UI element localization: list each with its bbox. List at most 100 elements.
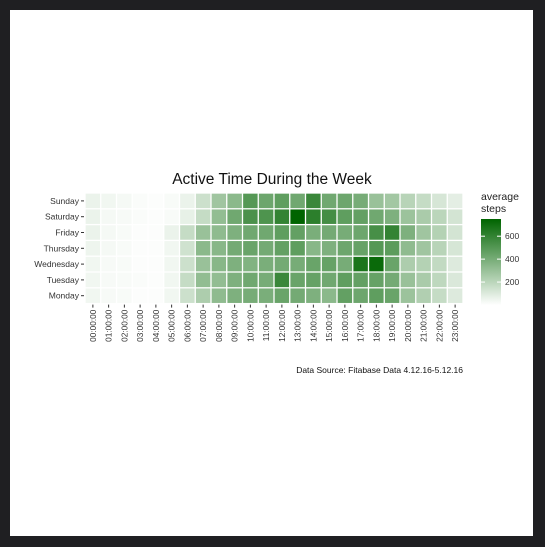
heatmap-cell-thursday-2 [117,241,132,256]
heatmap-cell-friday-4 [148,225,164,240]
heatmap-cell-thursday-5 [164,241,179,256]
heatmap-cell-friday-22 [432,225,447,240]
heatmap-cell-tuesday-20 [400,272,416,288]
heatmap-cell-tuesday-9 [227,272,242,288]
heatmap-cell-monday-5 [164,288,179,303]
heatmap-cell-sunday-11 [258,193,274,209]
heatmap-cell-sunday-22 [432,193,447,209]
heatmap-cell-friday-8 [211,225,227,240]
heatmap-cell-thursday-22 [432,241,447,256]
heatmap-cell-sunday-4 [148,193,164,209]
heatmap-cell-tuesday-7 [195,272,211,288]
y-tick-label-wednesday: Wednesday [34,259,79,269]
heatmap-cell-friday-17 [353,225,368,240]
heatmap-cell-wednesday-17 [353,256,368,272]
heatmap-cell-sunday-1 [101,193,116,209]
heatmap-cell-thursday-17 [353,241,368,256]
heatmap-cell-sunday-19 [384,193,400,209]
heatmap-cell-monday-11 [258,288,274,303]
heatmap-cell-friday-11 [258,225,274,240]
heatmap-cell-tuesday-18 [369,272,384,288]
heatmap-cell-thursday-6 [180,241,195,256]
x-tick-label-9: 09:00:00 [230,309,240,342]
legend-title-line-1: average [481,191,519,203]
heatmap-cell-tuesday-11 [258,272,274,288]
heatmap-cell-wednesday-12 [274,256,290,272]
heatmap-cell-tuesday-10 [243,272,258,288]
heatmap-cell-wednesday-7 [195,256,211,272]
heatmap-cell-tuesday-5 [164,272,179,288]
x-tick-label-21: 21:00:00 [419,309,429,342]
heatmap-cell-sunday-10 [243,193,258,209]
chart-title: Active Time During the Week [172,171,372,188]
heatmap-cell-saturday-13 [290,209,305,224]
legend-ticks: 200 400 600 [481,231,519,287]
heatmap-cell-wednesday-5 [164,256,179,272]
x-tick-label-2: 02:00:00 [119,309,129,342]
heatmap-cell-monday-20 [400,288,416,303]
heatmap-cell-friday-7 [195,225,211,240]
heatmap-cell-wednesday-6 [180,256,195,272]
x-tick-label-18: 18:00:00 [371,309,381,342]
heatmap-cell-thursday-14 [306,241,321,256]
heatmap-cell-friday-12 [274,225,290,240]
heatmap-cell-monday-10 [243,288,258,303]
heatmap-cell-saturday-14 [306,209,321,224]
heatmap-cell-monday-7 [195,288,211,303]
heatmap-cell-friday-6 [180,225,195,240]
heatmap-cell-saturday-11 [258,209,274,224]
y-tick-label-saturday: Saturday [45,212,80,222]
heatmap-cell-tuesday-13 [290,272,305,288]
heatmap-cell-monday-3 [132,288,148,303]
heatmap-cell-friday-1 [101,225,116,240]
heatmap-cell-wednesday-14 [306,256,321,272]
x-tick-label-11: 11:00:00 [261,309,271,341]
heatmap-cell-monday-8 [211,288,227,303]
heatmap-cell-saturday-21 [416,209,431,224]
heatmap-cell-wednesday-3 [132,256,148,272]
chart-panel: Active Time During the Week Sunday Saturd… [10,10,533,536]
heatmap-cell-sunday-18 [369,193,384,209]
heatmap-cell-sunday-12 [274,193,290,209]
heatmap-cell-sunday-23 [447,193,463,209]
heatmap-cell-tuesday-8 [211,272,227,288]
legend-tick-label-400: 400 [505,254,519,264]
heatmap-cell-monday-15 [321,288,337,303]
heatmap-cell-wednesday-9 [227,256,242,272]
heatmap-cell-saturday-7 [195,209,211,224]
heatmap-cell-wednesday-20 [400,256,416,272]
heatmap-cell-monday-4 [148,288,164,303]
heatmap-cell-friday-16 [337,225,353,240]
heatmap-cell-wednesday-1 [101,256,116,272]
heatmap-cell-monday-22 [432,288,447,303]
x-tick-label-19: 19:00:00 [387,309,397,342]
heatmap-cell-saturday-9 [227,209,242,224]
heatmap-cell-wednesday-23 [447,256,463,272]
heatmap-cell-friday-18 [369,225,384,240]
heatmap-cell-monday-16 [337,288,353,303]
heatmap-cell-wednesday-10 [243,256,258,272]
heatmap-cell-sunday-3 [132,193,148,209]
heatmap-cells [85,193,463,303]
heatmap-cell-thursday-11 [258,241,274,256]
x-tick-label-4: 04:00:00 [151,309,161,342]
heatmap-cell-wednesday-22 [432,256,447,272]
x-tick-label-6: 06:00:00 [182,309,192,342]
y-tick-label-thursday: Thursday [44,243,80,253]
heatmap-cell-monday-19 [384,288,400,303]
heatmap-cell-thursday-20 [400,241,416,256]
heatmap-cell-sunday-21 [416,193,431,209]
heatmap-cell-wednesday-16 [337,256,353,272]
heatmap-cell-wednesday-21 [416,256,431,272]
heatmap-cell-tuesday-14 [306,272,321,288]
heatmap-cell-thursday-9 [227,241,242,256]
heatmap-cell-thursday-23 [447,241,463,256]
heatmap-cell-sunday-5 [164,193,179,209]
heatmap-cell-saturday-17 [353,209,368,224]
heatmap-cell-saturday-15 [321,209,337,224]
heatmap-cell-sunday-14 [306,193,321,209]
heatmap-cell-wednesday-15 [321,256,337,272]
heatmap-cell-monday-2 [117,288,132,303]
heatmap-cell-wednesday-0 [85,256,101,272]
heatmap-cell-thursday-12 [274,241,290,256]
